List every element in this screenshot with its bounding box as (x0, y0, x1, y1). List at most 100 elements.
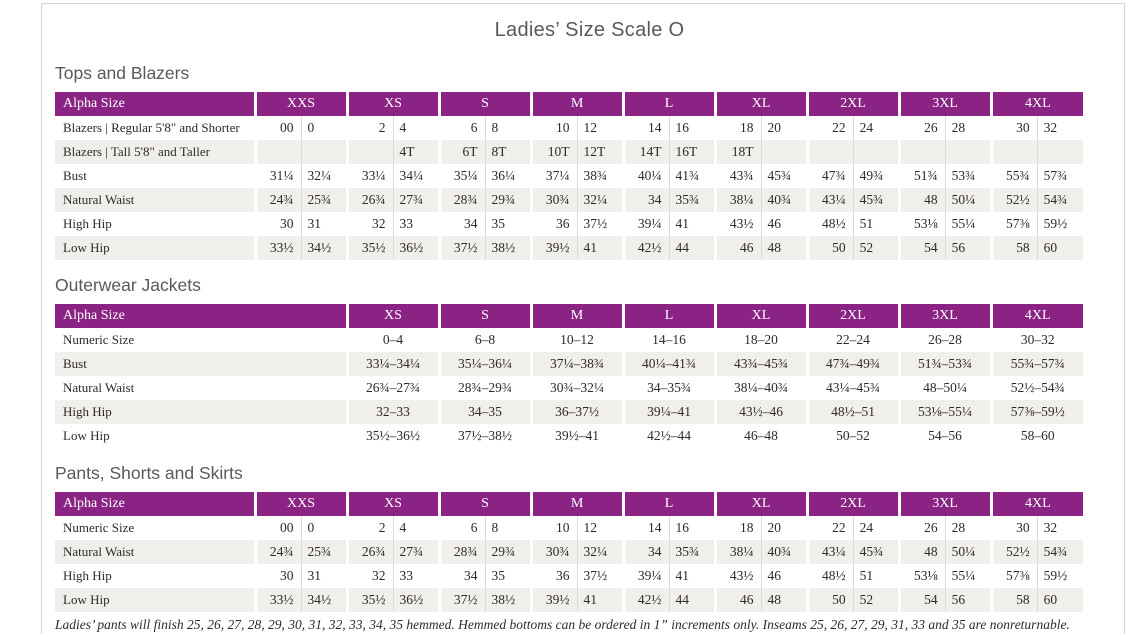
row-label-cell: Numeric Size (63, 520, 135, 535)
table-row: Blazers | Tall 5'8" and Taller 4T 6T 8T 10T 1… (55, 140, 1084, 164)
value-cell: 33 (392, 212, 440, 236)
value-cell: 46 (760, 212, 808, 236)
size-header-cell: M (529, 92, 624, 116)
value-cell: 39½ (529, 236, 578, 260)
value-cell: 25¾ (300, 540, 348, 564)
value-cell: 53⅛–55¼ (897, 400, 991, 424)
value-cell: 44 (668, 588, 716, 612)
table-row: Natural Waist 24¾ 25¾ 26¾ 27¾ 28¾ 29¾ 30¾ 32¼ 34 3… (55, 188, 1084, 212)
value-cell: 33½ (253, 236, 301, 260)
size-section: Pants, Shorts and Skirts Alpha Size XXS XS S… (55, 462, 1124, 612)
size-header-cell: 4XL (989, 92, 1084, 116)
value-cell: 31¼ (253, 164, 301, 188)
value-cell: 6 (437, 116, 486, 140)
table-row: High Hip 30 31 32 33 34 35 36 37½ 39¼ 41 43½ 46 48½ 51… (55, 564, 1084, 588)
value-cell: 41 (576, 236, 624, 260)
value-cell (760, 140, 808, 164)
size-header-cell: L (621, 304, 715, 328)
size-header-cell: XL (713, 92, 808, 116)
table-header-row: Alpha Size XXS XS S M L XL 2XL 3XL 4XL (55, 492, 1084, 516)
value-cell: 40¼–41¾ (621, 352, 715, 376)
row-label-cell: Blazers | Regular 5'8" and Shorter (63, 120, 240, 135)
value-cell: 43½ (713, 212, 762, 236)
value-cell: 37½–38½ (437, 424, 531, 448)
value-cell: 30 (253, 564, 301, 588)
value-cell: 34 (621, 540, 670, 564)
value-cell: 16T (668, 140, 716, 164)
value-cell: 6T (437, 140, 486, 164)
table-row: Bust 33¼–34¼ 35¼–36¼ 37¼–38¾ 40¼–41¾ 43¾–45¾ 4… (55, 352, 1083, 376)
value-cell: 60 (1036, 236, 1084, 260)
size-header-cell: 2XL (805, 304, 899, 328)
value-cell: 50 (805, 236, 854, 260)
value-cell: 41¾ (668, 164, 716, 188)
value-cell: 39¼–41 (621, 400, 715, 424)
value-cell: 43¼–45¾ (805, 376, 899, 400)
row-label-cell: Natural Waist (55, 540, 255, 564)
value-cell: 34–35 (437, 400, 531, 424)
value-cell: 45¾ (760, 164, 808, 188)
value-cell: 50¼ (944, 188, 992, 212)
value-cell: 6–8 (437, 328, 531, 352)
table-row: Bust 31¼ 32¼ 33¼ 34¼ 35¼ 36¼ 37¼ 38¾ 40¼ 41¾ 43¾ 45¾… (55, 164, 1084, 188)
value-cell: 39¼ (621, 564, 670, 588)
value-cell: 22 (805, 516, 854, 540)
value-cell: 33 (392, 564, 440, 588)
value-cell: 52½ (989, 540, 1038, 564)
size-header-cell: 4XL (989, 304, 1083, 328)
value-cell: 52½ (989, 188, 1038, 212)
value-cell: 33¼–34¼ (345, 352, 439, 376)
value-cell: 0–4 (345, 328, 439, 352)
value-cell: 53⅛ (897, 564, 946, 588)
value-cell: 10–12 (529, 328, 623, 352)
value-cell: 4 (392, 516, 440, 540)
value-cell: 35¾ (668, 188, 716, 212)
value-cell: 45¾ (852, 188, 900, 212)
value-cell: 10T (529, 140, 578, 164)
value-cell: 12 (576, 516, 624, 540)
value-cell: 25¾ (300, 188, 348, 212)
value-cell: 35 (484, 564, 532, 588)
row-label-cell: Bust (63, 168, 87, 183)
value-cell: 52 (852, 588, 900, 612)
value-cell: 41 (576, 588, 624, 612)
value-cell: 50–52 (805, 424, 899, 448)
value-cell: 28 (944, 116, 992, 140)
table-row: Numeric Size 00 0 2 4 6 8 10 12 14 16 18 20 22 24 26 28 3… (55, 516, 1084, 540)
value-cell: 37½ (576, 212, 624, 236)
value-cell: 52 (852, 236, 900, 260)
value-cell: 30¾ (529, 188, 578, 212)
size-header-cell: M (529, 492, 624, 516)
value-cell: 56 (944, 588, 992, 612)
table-row: Low Hip 35½–36½ 37½–38½ 39½–41 42½–44 46–48 50… (55, 424, 1083, 448)
value-cell: 48½ (805, 564, 854, 588)
table-row: High Hip 32–33 34–35 36–37½ 39¼–41 43½–46 48½–… (55, 400, 1083, 424)
value-cell: 54¾ (1036, 188, 1084, 212)
value-cell: 51 (852, 564, 900, 588)
value-cell: 55¾–57¾ (989, 352, 1083, 376)
value-cell: 35½–36½ (345, 424, 439, 448)
value-cell: 36–37½ (529, 400, 623, 424)
value-cell: 10 (529, 516, 578, 540)
value-cell: 0 (300, 516, 348, 540)
size-table: Alpha Size XXS XS S M L XL 2XL 3XL 4XL Blazers | R… (55, 92, 1084, 260)
value-cell: 14–16 (621, 328, 715, 352)
value-cell: 45¾ (852, 540, 900, 564)
value-cell: 39½–41 (529, 424, 623, 448)
value-cell: 12T (576, 140, 624, 164)
value-cell: 20 (760, 516, 808, 540)
value-cell: 54 (897, 236, 946, 260)
value-cell: 38¼ (713, 540, 762, 564)
value-cell: 32 (1036, 116, 1084, 140)
table-row: Numeric Size 0–4 6–8 10–12 14–16 18–20 22–24 26… (55, 328, 1083, 352)
table-header-row: Alpha Size XXS XS S M L XL 2XL 3XL 4XL (55, 92, 1084, 116)
size-table: Alpha Size XXS XS S M L XL 2XL 3XL 4XL Numeric Siz… (55, 492, 1084, 612)
size-header-cell: S (437, 92, 532, 116)
value-cell (852, 140, 900, 164)
value-cell: 27¾ (392, 540, 440, 564)
value-cell: 48 (897, 540, 946, 564)
row-label-cell: High Hip (63, 568, 112, 583)
value-cell: 48 (897, 188, 946, 212)
row-label-cell: Natural Waist (63, 380, 135, 395)
value-cell: 32¼ (576, 540, 624, 564)
